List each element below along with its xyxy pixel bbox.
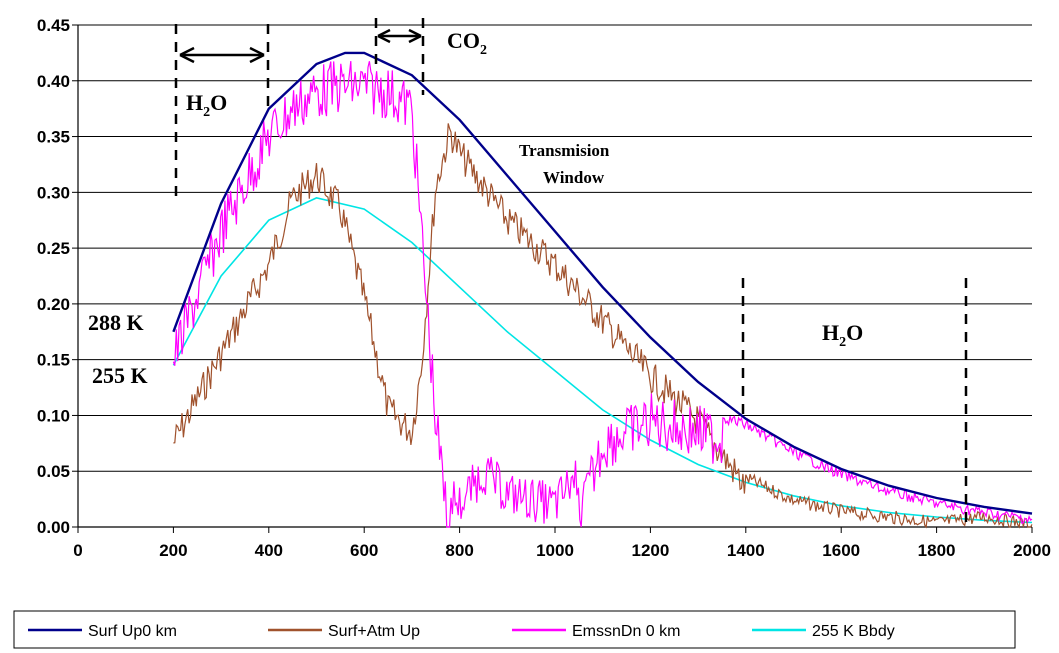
series-line-255k-bbdy bbox=[172, 197, 1033, 524]
xtick-label-6: 1200 bbox=[631, 541, 669, 560]
window-label-line1: Transmision bbox=[519, 141, 610, 160]
legend: Surf Up0 km Surf+Atm Up EmssnDn 0 km 255 K … bbox=[13, 610, 1016, 649]
x-axis-ticks: 0 200 400 600 800 1000 1200 1400 1600 1800 2000 bbox=[73, 527, 1051, 560]
ytick-label-1: 0.05 bbox=[37, 462, 70, 481]
label-288k: 288 K bbox=[88, 310, 144, 335]
xtick-label-7: 1400 bbox=[727, 541, 765, 560]
xtick-label-1: 200 bbox=[159, 541, 187, 560]
series-line-surf-up0-km bbox=[172, 51, 1033, 515]
xtick-label-4: 800 bbox=[445, 541, 473, 560]
grid bbox=[77, 24, 1032, 528]
ytick-label-7: 0.35 bbox=[37, 128, 70, 147]
xtick-label-3: 600 bbox=[350, 541, 378, 560]
co2-label: CO2 bbox=[447, 28, 487, 58]
ytick-label-8: 0.40 bbox=[37, 72, 70, 91]
co2-arrowhead-right bbox=[408, 28, 422, 44]
annotations: H2O CO2 Transmision Window H2O 288 K 255… bbox=[88, 18, 968, 525]
xtick-label-0: 0 bbox=[73, 541, 82, 560]
h2o-right-label: H2O bbox=[822, 320, 863, 350]
xtick-label-9: 1800 bbox=[918, 541, 956, 560]
xtick-label-8: 1600 bbox=[822, 541, 860, 560]
xtick-label-2: 400 bbox=[255, 541, 283, 560]
series-line-emssndn-0-km bbox=[172, 61, 1033, 528]
xtick-label-10: 2000 bbox=[1013, 541, 1051, 560]
xtick-label-5: 1000 bbox=[536, 541, 574, 560]
legend-label-emssndn-0-km: EmssnDn 0 km bbox=[572, 623, 680, 640]
ytick-label-5: 0.25 bbox=[37, 239, 70, 258]
ytick-label-6: 0.30 bbox=[37, 183, 70, 202]
y-axis-ticks: 0.00 0.05 0.10 0.15 0.20 0.25 0.30 0.35 0.40 0.45 bbox=[37, 16, 78, 537]
h2o-left-arrowhead-left bbox=[179, 46, 195, 64]
h2o-left-arrowhead-right bbox=[249, 46, 265, 64]
ytick-label-9: 0.45 bbox=[37, 16, 70, 35]
legend-label-surf-atm-up: Surf+Atm Up bbox=[328, 623, 420, 640]
legend-label-surf-up0-km: Surf Up0 km bbox=[88, 623, 177, 640]
legend-box bbox=[13, 610, 1016, 649]
legend-label-255k-bbdy: 255 K Bbdy bbox=[812, 623, 895, 640]
label-255k: 255 K bbox=[92, 363, 148, 388]
ytick-label-2: 0.10 bbox=[37, 406, 70, 425]
series-group bbox=[172, 51, 1033, 529]
ytick-label-3: 0.15 bbox=[37, 351, 70, 370]
h2o-left-label: H2O bbox=[186, 90, 227, 120]
series-line-surf-atm-up bbox=[173, 123, 1033, 529]
window-label-line2: Window bbox=[543, 168, 605, 187]
co2-arrowhead-left bbox=[377, 28, 391, 44]
ytick-label-4: 0.20 bbox=[37, 295, 70, 314]
ytick-label-0: 0.00 bbox=[37, 518, 70, 537]
